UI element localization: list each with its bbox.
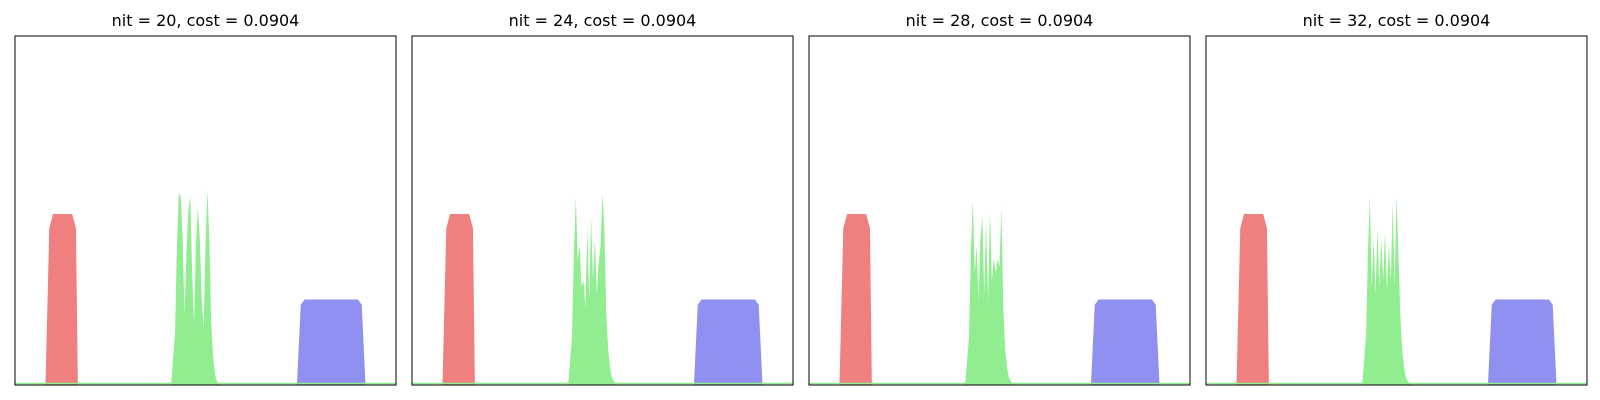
series-area-3 [693, 299, 763, 385]
series-area-2 [171, 189, 221, 385]
series-area-1 [839, 213, 872, 385]
series-area-3 [296, 299, 366, 385]
panel-title: nit = 28, cost = 0.0904 [906, 11, 1094, 30]
series-area-3 [1487, 299, 1557, 385]
panel-4: nit = 32, cost = 0.0904 [1205, 11, 1588, 386]
series-area-2 [1362, 196, 1412, 385]
series-area-1 [442, 213, 475, 385]
series-area-2 [568, 193, 618, 385]
axes-frame [411, 35, 794, 386]
panel-1: nit = 20, cost = 0.0904 [14, 11, 397, 386]
plot-area [1206, 196, 1587, 385]
plot-area [809, 200, 1190, 385]
plot-area [15, 189, 396, 385]
plot-area [412, 193, 793, 385]
axes-frame [14, 35, 397, 386]
series-area-1 [1236, 213, 1269, 385]
panel-title: nit = 20, cost = 0.0904 [112, 11, 300, 30]
panel-3: nit = 28, cost = 0.0904 [808, 11, 1191, 386]
panel-title: nit = 24, cost = 0.0904 [509, 11, 697, 30]
axes-frame [808, 35, 1191, 386]
axes-frame [1205, 35, 1588, 386]
panel-title: nit = 32, cost = 0.0904 [1303, 11, 1491, 30]
panels: nit = 20, cost = 0.0904 nit = 24, cost = … [14, 11, 1588, 386]
series-area-2 [965, 200, 1015, 385]
series-area-3 [1090, 299, 1160, 385]
panel-2: nit = 24, cost = 0.0904 [411, 11, 794, 386]
series-area-1 [45, 213, 78, 385]
